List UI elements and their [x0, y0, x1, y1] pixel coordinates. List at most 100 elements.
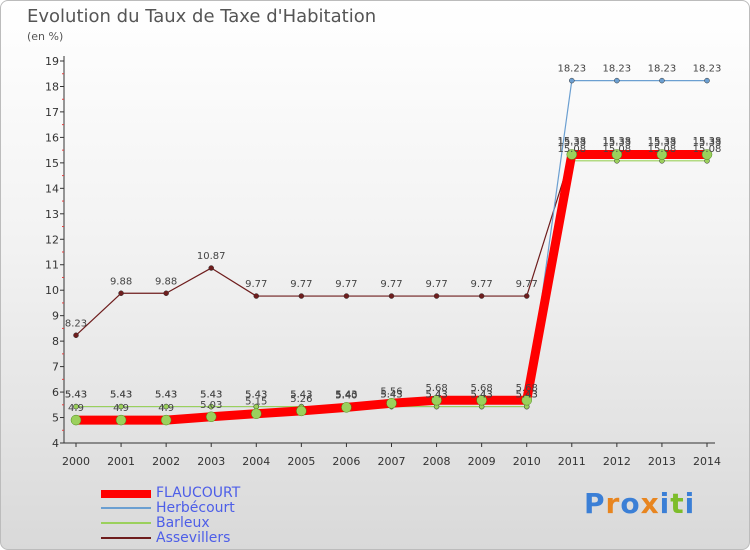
data-label-assevillers: 9.77 — [380, 279, 402, 290]
data-point-assevillers — [208, 265, 214, 271]
data-label-assevillers: 10.87 — [197, 251, 226, 262]
legend-item-flaucourt: FLAUCOURT — [101, 485, 361, 501]
data-label-herbecourt: 5.43 — [425, 390, 447, 401]
data-label-herbecourt: 5.43 — [471, 390, 493, 401]
y-tick-label: 11 — [45, 259, 59, 272]
y-tick-label: 19 — [45, 55, 59, 68]
y-tick-label: 7 — [52, 361, 59, 374]
x-tick-label: 2002 — [152, 455, 180, 468]
data-point-assevillers — [118, 290, 124, 297]
y-tick-label: 12 — [45, 233, 59, 246]
data-label-assevillers: 9.77 — [290, 279, 312, 290]
data-label-flaucourt: 5.26 — [290, 394, 312, 405]
x-tick-label: 2011 — [558, 455, 586, 468]
data-label-flaucourt: 15.33 — [603, 137, 632, 148]
legend-swatch-herbecourt — [101, 507, 151, 509]
data-label-herbecourt: 18.23 — [603, 64, 632, 75]
data-point-assevillers — [433, 293, 440, 299]
data-point-flaucourt — [656, 149, 668, 160]
y-tick-label: 14 — [45, 182, 59, 195]
series-line-assevillers — [75, 152, 707, 336]
data-label-barleux: 5.43 — [335, 390, 357, 401]
data-label-barleux: 5.43 — [471, 390, 493, 401]
x-tick-label: 2009 — [468, 455, 496, 468]
data-labels-layer: 8.23 9.88 9.88 10.87 9.77 9.77 9.77 9.77 9.77 9.7… — [65, 64, 721, 414]
data-label-herbecourt: 5.43 — [516, 390, 538, 401]
data-label-barleux: 5.43 — [65, 390, 87, 401]
data-point-assevillers — [163, 290, 169, 297]
y-tick-label: 9 — [52, 310, 59, 323]
data-label-herbecourt: 5.43 — [155, 390, 177, 401]
data-point-flaucourt — [160, 414, 172, 426]
legend-swatch-barleux — [101, 522, 151, 524]
data-label-assevillers: 9.77 — [516, 279, 538, 290]
x-tick-label: 2005 — [287, 455, 315, 468]
logo-letter: t — [670, 487, 685, 520]
data-label-herbecourt: 5.43 — [200, 390, 222, 401]
logo-letter: o — [620, 487, 641, 520]
data-label-barleux: 5.43 — [380, 390, 402, 401]
data-label-barleux: 5.43 — [290, 390, 312, 401]
data-label-barleux: 5.43 — [155, 390, 177, 401]
chart-title: Evolution du Taux de Taxe d'Habitation — [27, 6, 377, 27]
x-tick-label: 2000 — [62, 455, 90, 468]
data-label-assevillers: 9.77 — [245, 279, 267, 290]
data-point-assevillers — [478, 293, 485, 299]
y-tick-label: 16 — [45, 131, 59, 144]
data-point-barleux — [118, 403, 124, 410]
y-tick-label: 10 — [45, 284, 59, 297]
data-point-flaucourt — [341, 402, 352, 413]
data-point-flaucourt — [296, 405, 307, 417]
data-label-herbecourt: 5.43 — [380, 390, 402, 401]
data-point-flaucourt — [431, 394, 442, 406]
data-label-barleux: 15.08 — [648, 144, 677, 155]
data-point-assevillers — [388, 293, 395, 299]
data-label-assevillers: 9.88 — [110, 276, 132, 287]
logo-letter: r — [605, 487, 621, 520]
data-point-barleux — [208, 403, 214, 410]
data-label-herbecourt: 5.43 — [290, 390, 312, 401]
x-tick-label: 2004 — [242, 455, 270, 468]
x-tick-label: 2012 — [603, 455, 631, 468]
data-label-barleux: 5.43 — [425, 390, 447, 401]
data-label-barleux: 15.08 — [603, 144, 632, 155]
logo-letter: x — [640, 487, 660, 520]
data-label-flaucourt: 4.9 — [158, 403, 174, 414]
data-point-herbecourt — [704, 77, 710, 84]
data-point-flaucourt — [701, 149, 713, 160]
logo-letter: P — [584, 487, 606, 520]
legend-label-herbecourt: Herbécourt — [156, 500, 235, 516]
data-label-flaucourt: 15.33 — [693, 137, 722, 148]
data-point-assevillers — [73, 332, 79, 339]
y-tick-label: 13 — [45, 208, 59, 221]
data-label-assevillers: 8.23 — [65, 318, 87, 329]
data-label-assevillers: 15.38 — [693, 136, 722, 147]
data-label-barleux: 5.43 — [200, 390, 222, 401]
data-point-barleux — [163, 403, 169, 410]
data-label-flaucourt: 5.15 — [245, 397, 267, 408]
data-point-herbecourt — [659, 77, 665, 84]
data-label-assevillers: 9.77 — [335, 279, 357, 290]
data-label-barleux: 5.43 — [516, 390, 538, 401]
data-point-flaucourt — [566, 149, 578, 160]
data-label-flaucourt: 15.33 — [648, 137, 677, 148]
data-point-flaucourt — [521, 394, 532, 406]
data-label-assevillers: 9.77 — [425, 279, 447, 290]
x-tick-label: 2001 — [107, 455, 135, 468]
y-tick-label: 15 — [45, 157, 59, 170]
data-label-herbecourt: 18.23 — [693, 64, 722, 75]
data-point-herbecourt — [569, 77, 575, 84]
legend-item-herbecourt: Herbécourt — [101, 500, 361, 516]
data-label-flaucourt: 5.56 — [380, 386, 402, 397]
data-label-herbecourt: 18.23 — [557, 64, 586, 75]
data-label-flaucourt: 5.68 — [425, 383, 447, 394]
axes: 4 5 6 7 8 9 10 11 12 13 14 15 16 17 18 19 2000 2001 2002 20… — [45, 55, 721, 468]
x-tick-label: 2010 — [513, 455, 541, 468]
data-label-flaucourt: 5.03 — [200, 400, 222, 411]
data-point-assevillers — [343, 293, 350, 299]
data-label-flaucourt: 5.68 — [471, 383, 493, 394]
data-point-flaucourt — [70, 414, 82, 426]
data-label-assevillers: 9.77 — [471, 279, 493, 290]
